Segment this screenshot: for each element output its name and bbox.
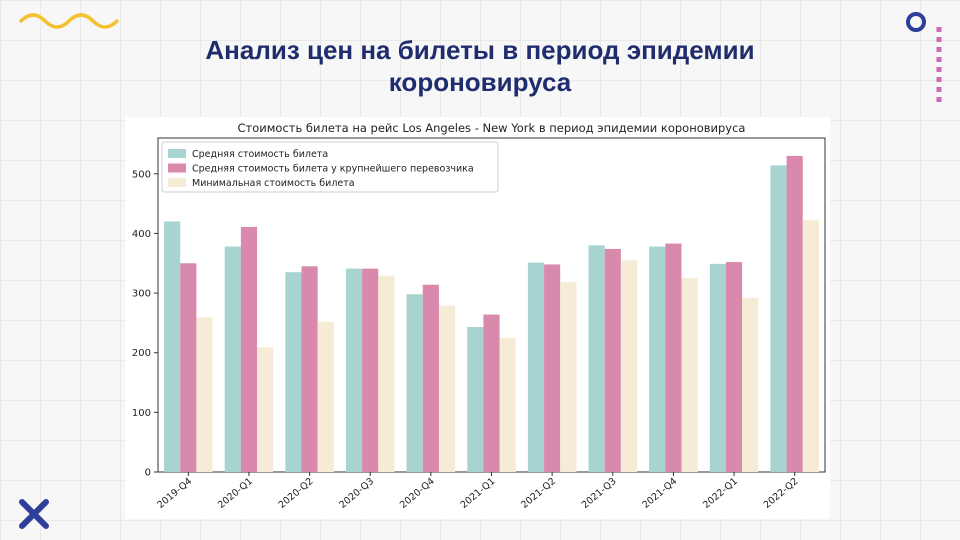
y-tick-label: 300 xyxy=(132,289,151,300)
bar xyxy=(742,297,759,472)
y-tick-label: 200 xyxy=(132,348,151,359)
circle-icon xyxy=(906,12,926,32)
wave-icon xyxy=(19,13,119,29)
y-tick-label: 400 xyxy=(132,229,151,240)
legend-swatch xyxy=(168,178,186,187)
x-tick-label: 2021-Q3 xyxy=(580,476,619,511)
bar xyxy=(438,305,456,472)
x-tick-label: 2020-Q3 xyxy=(337,476,376,511)
chart-title: Стоимость билета на рейс Los Angeles - N… xyxy=(238,121,746,135)
bar xyxy=(180,263,197,472)
bar xyxy=(527,262,545,472)
slide-title: Анализ цен на билеты в период эпидемии к… xyxy=(130,34,830,98)
legend-label: Средняя стоимость билета xyxy=(192,149,328,160)
slide-title-line-1: Анализ цен на билеты в период эпидемии xyxy=(205,35,755,65)
dotted-line-icon xyxy=(936,27,942,104)
y-tick-label: 0 xyxy=(145,468,151,479)
slide-title-line-2: короновируса xyxy=(388,67,572,97)
legend-box xyxy=(161,141,499,193)
bar xyxy=(345,268,363,472)
bar xyxy=(362,268,379,472)
bar xyxy=(544,264,561,472)
bar xyxy=(378,275,395,472)
bar xyxy=(770,165,787,472)
legend-swatch xyxy=(168,163,186,173)
legend-label: Средняя стоимость билета у крупнейшего п… xyxy=(192,164,474,175)
x-tick-label: 2020-Q4 xyxy=(398,476,437,511)
bar xyxy=(422,284,439,472)
chart-panel: Стоимость билета на рейс Los Angeles - N… xyxy=(125,117,830,519)
y-tick-label: 100 xyxy=(132,408,151,419)
y-tick-label: 500 xyxy=(132,169,151,180)
bar xyxy=(257,347,274,472)
bar xyxy=(196,317,213,472)
bar xyxy=(725,262,743,472)
x-tick-label: 2021-Q1 xyxy=(459,476,498,511)
x-tick-label: 2021-Q4 xyxy=(640,476,679,511)
legend-swatch xyxy=(168,149,186,158)
bar xyxy=(240,226,258,472)
x-tick-label: 2020-Q2 xyxy=(277,476,316,511)
x-tick-label: 2022-Q1 xyxy=(701,476,740,511)
bar xyxy=(786,155,803,472)
bar xyxy=(665,243,682,472)
bar xyxy=(588,245,605,472)
bar xyxy=(301,266,318,472)
cross-icon xyxy=(19,499,49,529)
x-tick-label: 2020-Q1 xyxy=(216,476,255,511)
bar xyxy=(285,272,302,472)
bar xyxy=(499,337,516,472)
bar xyxy=(483,314,500,472)
bar xyxy=(649,246,666,472)
legend-label: Минимальная стоимость билета xyxy=(192,178,355,189)
bar-chart: Стоимость билета на рейс Los Angeles - N… xyxy=(132,121,826,511)
bar xyxy=(317,321,334,472)
bar xyxy=(681,278,698,472)
bar xyxy=(467,327,484,472)
bar xyxy=(802,220,819,472)
bar xyxy=(560,282,577,472)
bar xyxy=(224,246,241,472)
bar xyxy=(620,260,638,472)
x-tick-label: 2019-Q4 xyxy=(155,476,194,511)
bar xyxy=(709,263,726,472)
bar xyxy=(604,248,621,472)
bar xyxy=(164,221,181,472)
x-tick-label: 2022-Q2 xyxy=(762,476,801,511)
bar xyxy=(406,294,423,472)
x-tick-label: 2021-Q2 xyxy=(519,476,558,511)
